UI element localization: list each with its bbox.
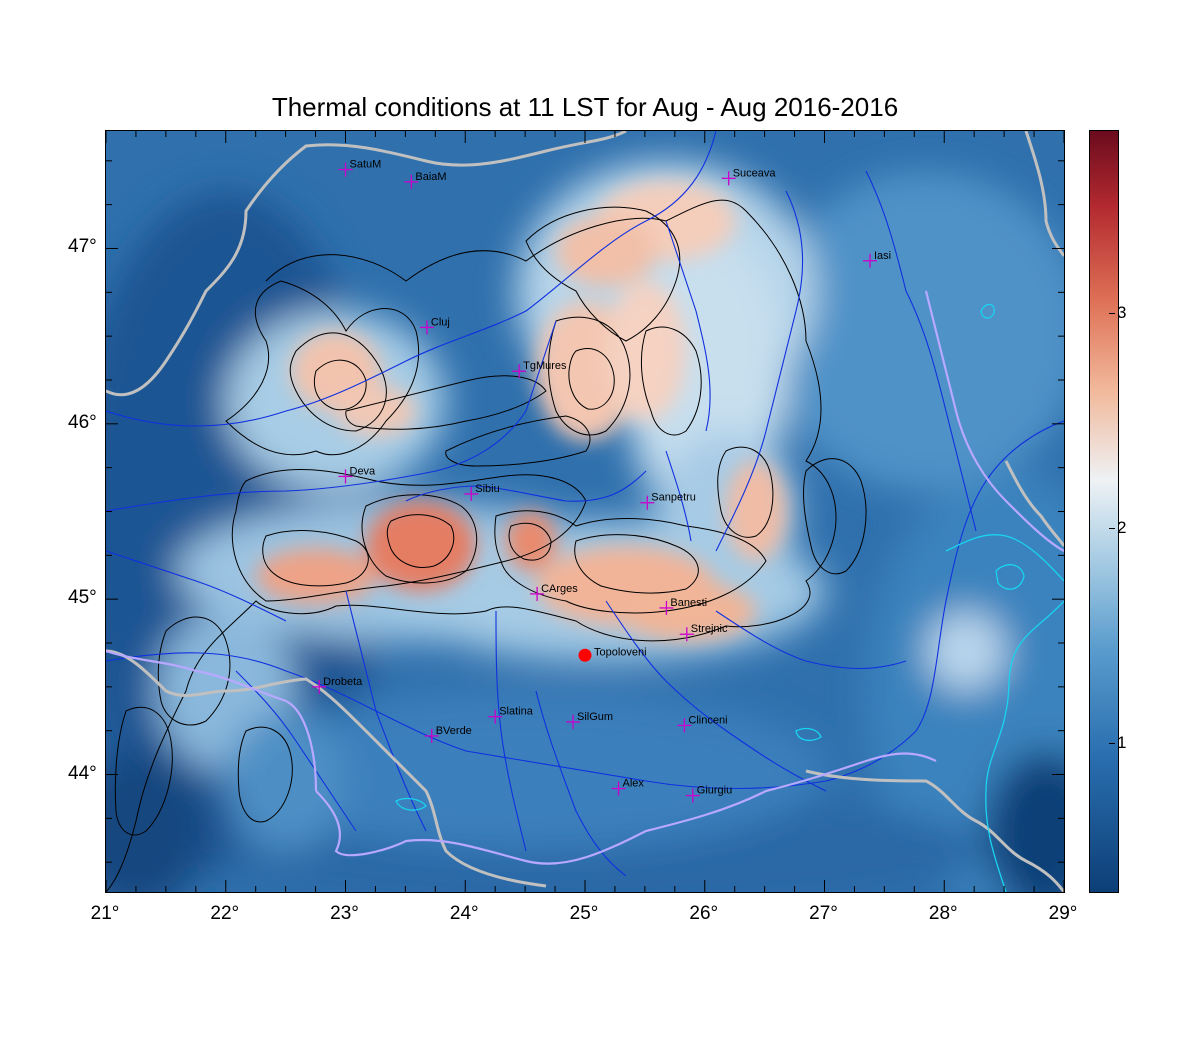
colorbar-tick-label: 2 [1108,517,1127,537]
colorbar [1089,130,1119,893]
station-banesti: Banesti [659,597,707,615]
colorbar-tick-label: 1 [1108,732,1127,752]
rivers-layer [106,131,1064,877]
station-cluj: Cluj [419,316,450,335]
x-tick-label: 29° [1048,903,1078,924]
station-label: Alex [623,778,645,790]
x-tick-label: 24° [449,903,479,924]
topoloveni-label: Topoloveni [594,646,647,658]
station-drobeta: Drobeta [312,676,363,694]
y-tick-label: 47° [68,236,97,258]
map-title: Thermal conditions at 11 LST for Aug - A… [271,92,899,122]
thermal-map: SatuM BaiaM Suceava Iasi Cluj TgMures Deva Sibi… [106,131,1064,892]
station-label: Sibiu [475,483,499,495]
contour-lines [106,199,867,892]
y-tick-label: 45° [68,587,97,609]
stations-layer: SatuM BaiaM Suceava Iasi Cluj TgMures Deva Sibi… [312,159,891,803]
x-tick-label: 21° [90,903,120,924]
country-borders [106,131,1064,892]
station-label: SatuM [350,159,382,171]
coastline [395,303,1064,892]
axis-tick-marks [106,131,1064,892]
x-tick-label: 23° [330,903,359,924]
station-label: CArges [541,583,578,595]
station-label: TgMures [523,360,567,372]
station-label: Giurgiu [697,785,732,797]
station-label: Sanpetru [651,492,696,504]
station-label: Strejnic [691,623,728,635]
station-label: Cluj [431,316,450,328]
y-tick-label: 46° [68,411,97,433]
station-sanpetru: Sanpetru [640,492,696,510]
station-carges: CArges [530,583,578,601]
station-bverde: BVerde [424,725,472,743]
x-tick-label: 26° [689,903,719,924]
x-tick-label: 25° [569,903,599,924]
station-iasi: Iasi [863,250,891,268]
colorbar-tick-label: 3 [1108,302,1127,322]
station-label: Iasi [874,250,891,262]
station-label: Banesti [670,597,707,609]
map-plot-area[interactable]: SatuM BaiaM Suceava Iasi Cluj TgMures Deva Sibi… [105,130,1065,893]
station-tgmures: TgMures [512,360,567,379]
x-tick-label: 27° [809,903,838,924]
x-tick-label: 22° [210,903,240,924]
station-baiam: BaiaM [404,171,447,189]
station-deva: Deva [338,465,377,484]
marker-layer: Topoloveni [578,646,647,662]
station-silgum: SilGum [566,711,613,729]
station-label: Slatina [499,706,534,718]
y-tick-label: 44° [68,762,97,784]
station-giurgiu: Giurgiu [685,785,732,803]
station-label: BVerde [436,725,472,737]
topoloveni-marker [578,648,592,662]
x-tick-label: 28° [928,903,958,924]
station-label: Drobeta [323,676,363,688]
station-label: Clinceni [688,714,727,726]
station-label: SilGum [577,711,613,723]
station-satum: SatuM [338,159,382,177]
romania-border [106,290,1064,865]
station-suceava: Suceava [721,167,777,186]
station-sibiu: Sibiu [464,483,500,501]
station-slatina: Slatina [488,706,534,724]
station-label: BaiaM [415,171,446,183]
station-label: Deva [350,465,377,477]
station-alex: Alex [611,778,645,796]
station-clinceni: Clinceni [677,714,728,733]
station-strejnic: Strejnic [679,623,728,642]
station-label: Suceava [733,167,777,179]
